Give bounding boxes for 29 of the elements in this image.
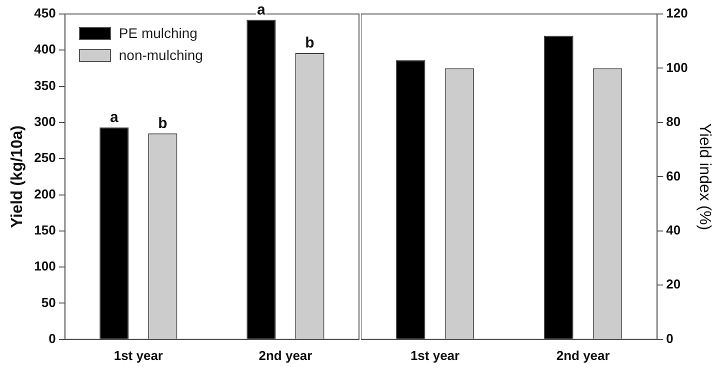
y2-axis-title: Yield index (%) [696,123,713,230]
y-tick-label: 350 [34,78,56,93]
y-tick-label: 250 [34,150,56,166]
y2-tick-label: 40 [666,222,681,238]
annotation: b [305,34,314,52]
x-tick-label: 1st year [114,348,163,363]
annotation: a [257,1,266,18]
y2-tick-label: 80 [666,114,681,130]
y-tick-label: 100 [34,258,56,274]
annotation: b [158,114,168,132]
y2-tick-label: 60 [666,168,681,184]
y-tick-label: 150 [34,222,56,238]
y-tick-label: 450 [34,6,56,21]
legend-label: PE mulching [118,25,198,41]
y-tick-label: 400 [34,42,56,57]
x-tick-label: 1st year [410,348,460,363]
y-tick-label: 300 [34,114,56,130]
x-tick-label: 2nd year [556,348,610,363]
y2-tick-label: 20 [666,276,681,292]
y2-tick-label: 0 [666,330,674,346]
annotation: a [110,109,119,126]
y2-tick-label: 120 [666,6,688,21]
x-tick-label: 2nd year [258,348,312,363]
y-axis-title: Yield (kg/10a) [9,125,26,228]
y-tick-label: 200 [34,186,56,202]
y-tick-label: 0 [48,330,56,346]
y-tick-label: 50 [41,294,56,310]
legend-label: non-mulching [118,47,203,63]
y2-tick-label: 100 [666,60,688,75]
